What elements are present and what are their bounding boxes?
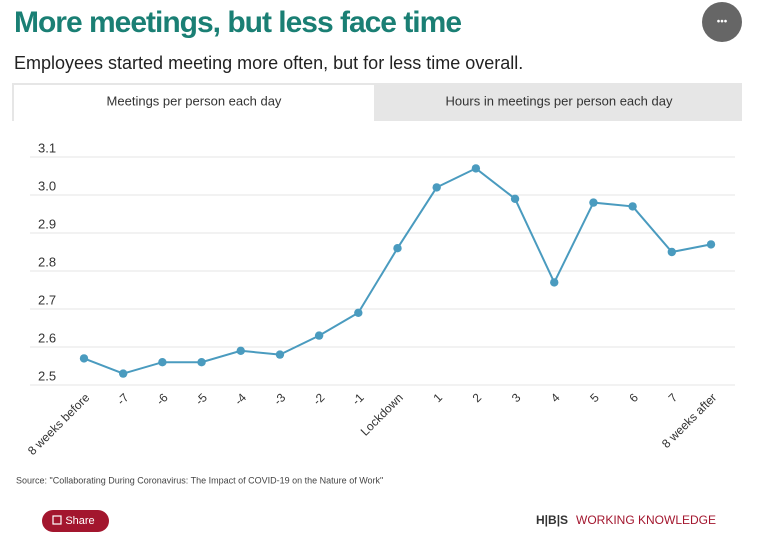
point bbox=[432, 183, 441, 192]
y-tick-label: 2.6 bbox=[38, 330, 56, 345]
x-tick-label: -4 bbox=[232, 390, 250, 408]
x-tick-label: 1 bbox=[430, 390, 445, 405]
x-tick-label: -2 bbox=[310, 390, 328, 408]
menu-button[interactable] bbox=[702, 2, 742, 42]
y-tick-label: 2.9 bbox=[38, 216, 56, 231]
point bbox=[236, 346, 245, 355]
point bbox=[667, 247, 677, 257]
tab-label: Hours in meetings per person each day bbox=[446, 93, 673, 108]
y-tick-label: 2.7 bbox=[38, 292, 56, 307]
tab-inactive[interactable] bbox=[376, 85, 740, 119]
x-tick-label: 2 bbox=[470, 390, 485, 405]
x-tick-label: -5 bbox=[192, 390, 210, 408]
x-tick-label: Lockdown bbox=[358, 390, 406, 438]
share-label: Share bbox=[65, 515, 94, 527]
menu-icon: ••• bbox=[717, 17, 728, 28]
point bbox=[471, 164, 481, 173]
point bbox=[197, 358, 206, 367]
point bbox=[79, 354, 89, 363]
x-tick-label: 4 bbox=[548, 390, 563, 405]
chart-subtitle: Employees started meeting more often, bu… bbox=[14, 53, 523, 73]
point bbox=[589, 198, 598, 207]
point bbox=[510, 194, 520, 203]
x-tick-label: -3 bbox=[271, 390, 289, 408]
y-tick-label: 3.0 bbox=[38, 178, 56, 193]
share-icon bbox=[52, 515, 62, 525]
x-tick-label: -1 bbox=[349, 390, 367, 408]
point bbox=[314, 331, 324, 340]
x-tick-label: 8 weeks before bbox=[25, 390, 93, 458]
y-tick-label: 2.5 bbox=[38, 368, 56, 383]
brand-name: WORKING KNOWLEDGE bbox=[576, 513, 716, 527]
point bbox=[354, 308, 363, 317]
chart-title: More meetings, but less face time bbox=[14, 6, 462, 39]
point bbox=[550, 278, 559, 287]
tab-active[interactable] bbox=[14, 85, 374, 123]
brand-mark: H|B|S bbox=[536, 513, 568, 527]
tab-label: Meetings per person each day bbox=[107, 93, 282, 108]
point bbox=[158, 358, 167, 367]
y-tick-label: 2.8 bbox=[38, 254, 56, 269]
x-tick-label: 3 bbox=[509, 390, 524, 405]
x-tick-label: 8 weeks after bbox=[659, 390, 719, 450]
x-tick-label: -6 bbox=[153, 390, 171, 408]
x-tick-label: -7 bbox=[114, 390, 132, 408]
x-tick-label: 5 bbox=[587, 390, 602, 405]
source-note: Source: "Collaborating During Coronaviru… bbox=[16, 475, 383, 485]
point bbox=[706, 240, 716, 249]
point bbox=[275, 350, 285, 359]
x-tick-label: 7 bbox=[666, 390, 681, 405]
point bbox=[393, 244, 402, 253]
point bbox=[118, 369, 128, 378]
point bbox=[628, 202, 637, 211]
y-tick-label: 3.1 bbox=[38, 140, 56, 155]
x-tick-label: 6 bbox=[626, 390, 641, 405]
